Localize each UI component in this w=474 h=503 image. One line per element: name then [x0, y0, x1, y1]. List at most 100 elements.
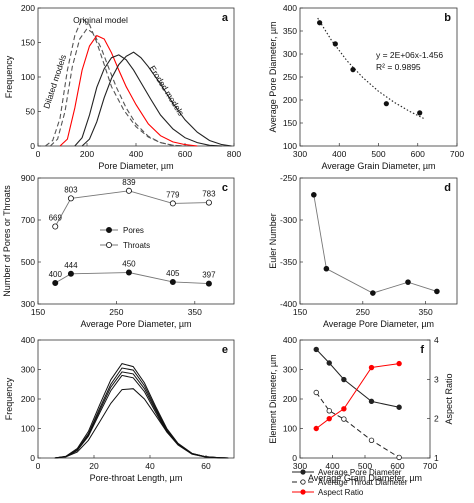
data-label: 400	[49, 270, 63, 279]
x-tick-label: 400	[129, 149, 143, 159]
x-tick-label: 20	[89, 461, 99, 471]
panel-label: e	[222, 344, 228, 356]
y-tick-label: 200	[283, 95, 297, 105]
panel-b: 300 400 500 600 700 100 150 200 250 300 350 400 Aver…	[268, 3, 464, 171]
x-tick-label: 350	[188, 307, 202, 317]
legend-marker	[106, 241, 113, 248]
series-line-throats	[54, 190, 209, 227]
plot-frame	[299, 339, 431, 459]
y-tick-label: 200	[283, 394, 297, 404]
x-tick-label: 500	[358, 461, 372, 471]
data-label: 405	[166, 269, 180, 278]
y2-tick-label: 3	[434, 374, 439, 384]
y-tick-label: 350	[283, 26, 297, 36]
length-distribution-curve-3	[54, 374, 229, 459]
y-axis-label: Element Diameter, µm	[268, 354, 278, 443]
y-tick-label: 100	[21, 72, 35, 82]
x-tick-label: 800	[227, 149, 241, 159]
data-label: 444	[64, 261, 78, 270]
legend-label: Throats	[123, 241, 150, 250]
data-label: 397	[202, 271, 216, 280]
data-point	[332, 41, 338, 47]
x-tick-label: 250	[356, 307, 370, 317]
y-tick-label: -300	[280, 215, 297, 225]
x-tick-label: 700	[423, 461, 437, 471]
trend-equation: y = 2E+06x-1.456	[376, 50, 443, 60]
data-point	[417, 110, 423, 116]
y-axis-label: Number of Pores or Throats	[2, 185, 12, 297]
y-tick-label: 150	[21, 38, 35, 48]
y-tick-label: 300	[283, 49, 297, 59]
trend-r-squared: R² = 0.9895	[376, 62, 421, 72]
data-point	[52, 279, 59, 286]
y-tick-label: -250	[280, 173, 297, 183]
series-line-1	[315, 392, 400, 458]
y-tick-label: 400	[283, 335, 297, 345]
legend-marker	[300, 479, 306, 485]
panel-d: 150 250 350 -400 -350 -300 -250 Average Pore Di…	[268, 173, 458, 329]
x-tick-label: 300	[293, 461, 307, 471]
x-tick-label: 600	[390, 461, 404, 471]
curve-annotation: Dilated models	[41, 53, 68, 110]
x-tick-label: 600	[411, 149, 425, 159]
data-point	[326, 360, 332, 366]
data-point	[368, 437, 375, 443]
y-tick-label: 900	[21, 173, 35, 183]
y-tick-label: 150	[283, 118, 297, 128]
data-point	[370, 290, 376, 296]
data-point	[368, 398, 375, 405]
y2-tick-label: 4	[434, 335, 439, 345]
x-tick-label: 0	[36, 149, 41, 159]
data-point	[383, 101, 389, 107]
y-tick-label: 300	[283, 365, 297, 375]
data-label: 803	[64, 185, 78, 194]
data-point	[368, 364, 375, 371]
data-point	[341, 416, 347, 422]
y-tick-label: 500	[21, 257, 35, 267]
distribution-curve-1	[49, 27, 186, 147]
x-tick-label: 0	[36, 461, 41, 471]
y-tick-label: 300	[21, 299, 35, 309]
y2-tick-label: 1	[434, 453, 439, 463]
euler-line	[313, 194, 438, 294]
x-tick-label: 250	[109, 307, 123, 317]
y-tick-label: 700	[21, 215, 35, 225]
y-tick-label: 100	[21, 424, 35, 434]
y-tick-label: -400	[280, 299, 297, 309]
y-tick-label: 0	[30, 453, 35, 463]
plot-frame	[37, 339, 235, 459]
y2-tick-label: 2	[434, 414, 439, 424]
x-axis-label: Pore Diameter, µm	[98, 161, 173, 171]
plot-frame	[299, 177, 458, 305]
y-tick-label: -350	[280, 257, 297, 267]
legend-label: Aspect Ratio	[318, 488, 364, 497]
panel-label: a	[222, 12, 229, 24]
data-point	[434, 288, 440, 295]
y-tick-label: 250	[283, 72, 297, 82]
x-axis-label: Average Grain Diameter, µm	[308, 473, 422, 483]
y-tick-label: 300	[21, 365, 35, 375]
x-tick-label: 150	[31, 307, 45, 317]
data-point	[125, 187, 132, 194]
panel-e: 0 20 40 60 0 100 200 300 400 Pore-throat Length, …	[4, 335, 235, 483]
panel-a: 0 200 400 600 800 0 50 100 150 200 Pore Diameter, …	[4, 3, 241, 171]
x-tick-label: 700	[450, 149, 464, 159]
x-axis-label: Pore-throat Length, µm	[90, 473, 183, 483]
y-tick-label: 200	[21, 394, 35, 404]
y-tick-label: 100	[283, 141, 297, 151]
legend-marker	[300, 469, 306, 475]
data-label: 783	[202, 190, 216, 199]
x-axis-label: Average Pore Diameter, µm	[80, 319, 191, 329]
data-point	[396, 454, 402, 461]
distribution-curve-3	[74, 54, 222, 147]
panel-label: d	[444, 182, 451, 194]
data-label: 839	[122, 178, 136, 187]
data-point	[52, 223, 59, 230]
y-tick-label: 200	[21, 3, 35, 13]
y-axis-label: Euler Number	[268, 213, 278, 269]
x-axis-label: Average Pore Diameter, µm	[323, 319, 434, 329]
distribution-curve-2	[59, 34, 198, 147]
plot-frame	[299, 7, 458, 147]
data-point	[313, 425, 319, 432]
x-tick-label: 150	[293, 307, 307, 317]
